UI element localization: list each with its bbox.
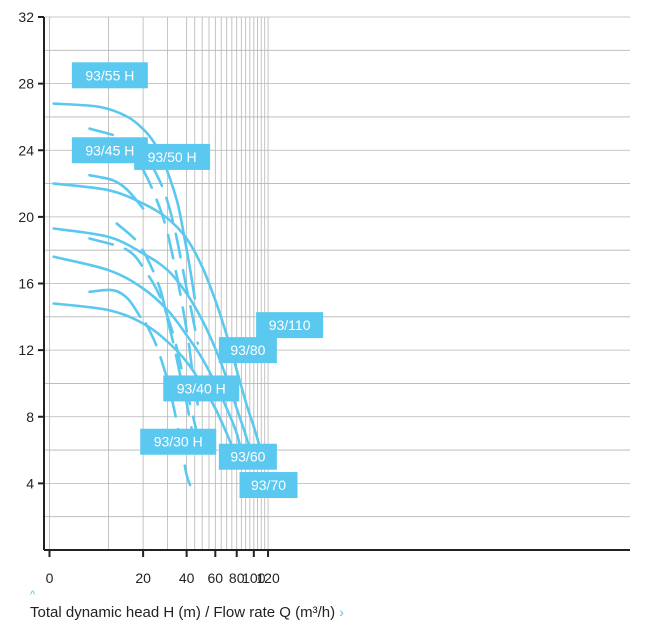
axis-caption[interactable]: Total dynamic head H (m) / Flow rate Q (… [30, 604, 344, 621]
x-tick-label: 40 [179, 570, 195, 586]
y-tick-label: 4 [26, 475, 34, 491]
curve-label-box [218, 337, 277, 364]
curve-label: 93/50 H [148, 149, 197, 165]
x-tick-label: 100 [242, 570, 266, 586]
curve-label: 93/70 [251, 477, 286, 493]
x-tick-label: 0 [46, 570, 54, 586]
series-line [88, 288, 142, 319]
curve-label: 93/110 [269, 317, 311, 333]
curve-label: 93/55 H [85, 67, 134, 83]
y-tick-label: 16 [18, 276, 34, 292]
curve-label-box [140, 428, 217, 455]
curve-label-box [256, 312, 324, 339]
curve-label: 93/45 H [85, 142, 134, 158]
series-line [52, 102, 197, 300]
series-line [52, 182, 263, 453]
axis-caption-text: Total dynamic head H (m) / Flow rate Q (… [30, 604, 336, 621]
curve-label-box [71, 62, 148, 89]
y-tick-label: 32 [18, 9, 34, 25]
curve-label-box [239, 472, 298, 499]
x-tick-label: 120 [256, 570, 280, 586]
curve-label: 93/80 [230, 342, 265, 358]
x-tick-label: 20 [135, 570, 151, 586]
chevron-up-icon[interactable]: ^ [30, 589, 36, 601]
curve-label-box [218, 443, 277, 470]
x-tick-label: 60 [208, 570, 224, 586]
series-line [52, 227, 254, 460]
chevron-right-icon[interactable]: › [339, 604, 344, 620]
series-line [144, 322, 192, 487]
curves [52, 102, 263, 487]
y-tick-label: 12 [18, 342, 34, 358]
series-line [88, 237, 204, 453]
y-tick-label: 24 [18, 142, 34, 158]
curve-label-box [134, 143, 211, 170]
curve-label: 93/60 [230, 449, 265, 465]
y-tick-label: 28 [18, 76, 34, 92]
curve-label: 93/40 H [177, 380, 226, 396]
curve-label-box [163, 375, 240, 402]
y-tick-label: 8 [26, 409, 34, 425]
y-tick-label: 20 [18, 209, 34, 225]
curve-label: 93/30 H [154, 434, 203, 450]
series-line [52, 255, 245, 462]
x-tick-label: 80 [229, 570, 245, 586]
series-line [115, 222, 198, 452]
series-line [52, 302, 238, 460]
grid [44, 16, 630, 550]
